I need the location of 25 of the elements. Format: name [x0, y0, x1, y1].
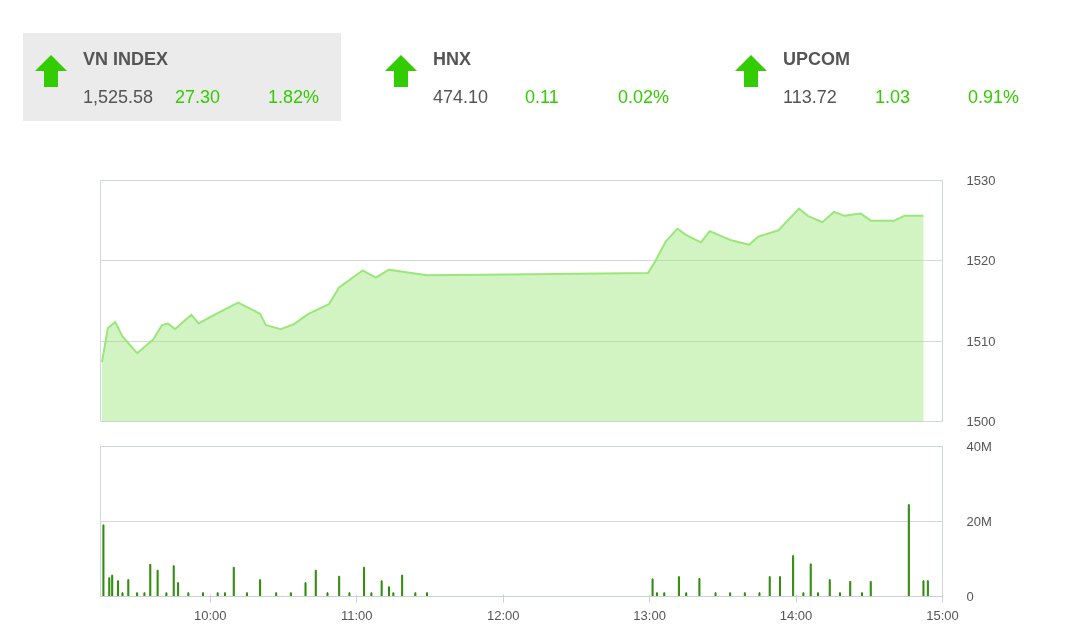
text: 0.11	[525, 86, 559, 109]
text: 27.30	[175, 86, 221, 109]
text: 1.82%	[268, 86, 320, 109]
x-tick-label: 10:00	[194, 607, 227, 623]
x-tick-label: 14:00	[779, 607, 813, 623]
y-tick-label: 1510	[966, 333, 996, 349]
x-tick-label: 13:00	[633, 607, 666, 623]
text: UPCOM	[783, 48, 850, 71]
text: 113.72	[783, 86, 837, 109]
x-tick-label: 12:00	[486, 607, 520, 623]
y-tick-label: 1520	[966, 253, 996, 269]
y-tick-label: 0	[966, 589, 974, 604]
text: 1.03	[875, 86, 911, 109]
text: VN INDEX	[83, 48, 169, 71]
y-tick-label: 1500	[966, 414, 996, 429]
text: HNX	[433, 48, 472, 71]
text: 0.91%	[968, 86, 1020, 109]
y-tick-label: 1530	[966, 173, 996, 188]
x-tick-label: 11:00	[340, 607, 373, 623]
text: 1,525.58	[83, 86, 154, 109]
text: 474.10	[433, 86, 489, 109]
text: 0.02%	[618, 86, 670, 109]
x-tick-label: 15:00	[926, 607, 959, 623]
y-tick-label: 20M	[966, 514, 992, 529]
y-tick-label: 40M	[966, 439, 992, 454]
